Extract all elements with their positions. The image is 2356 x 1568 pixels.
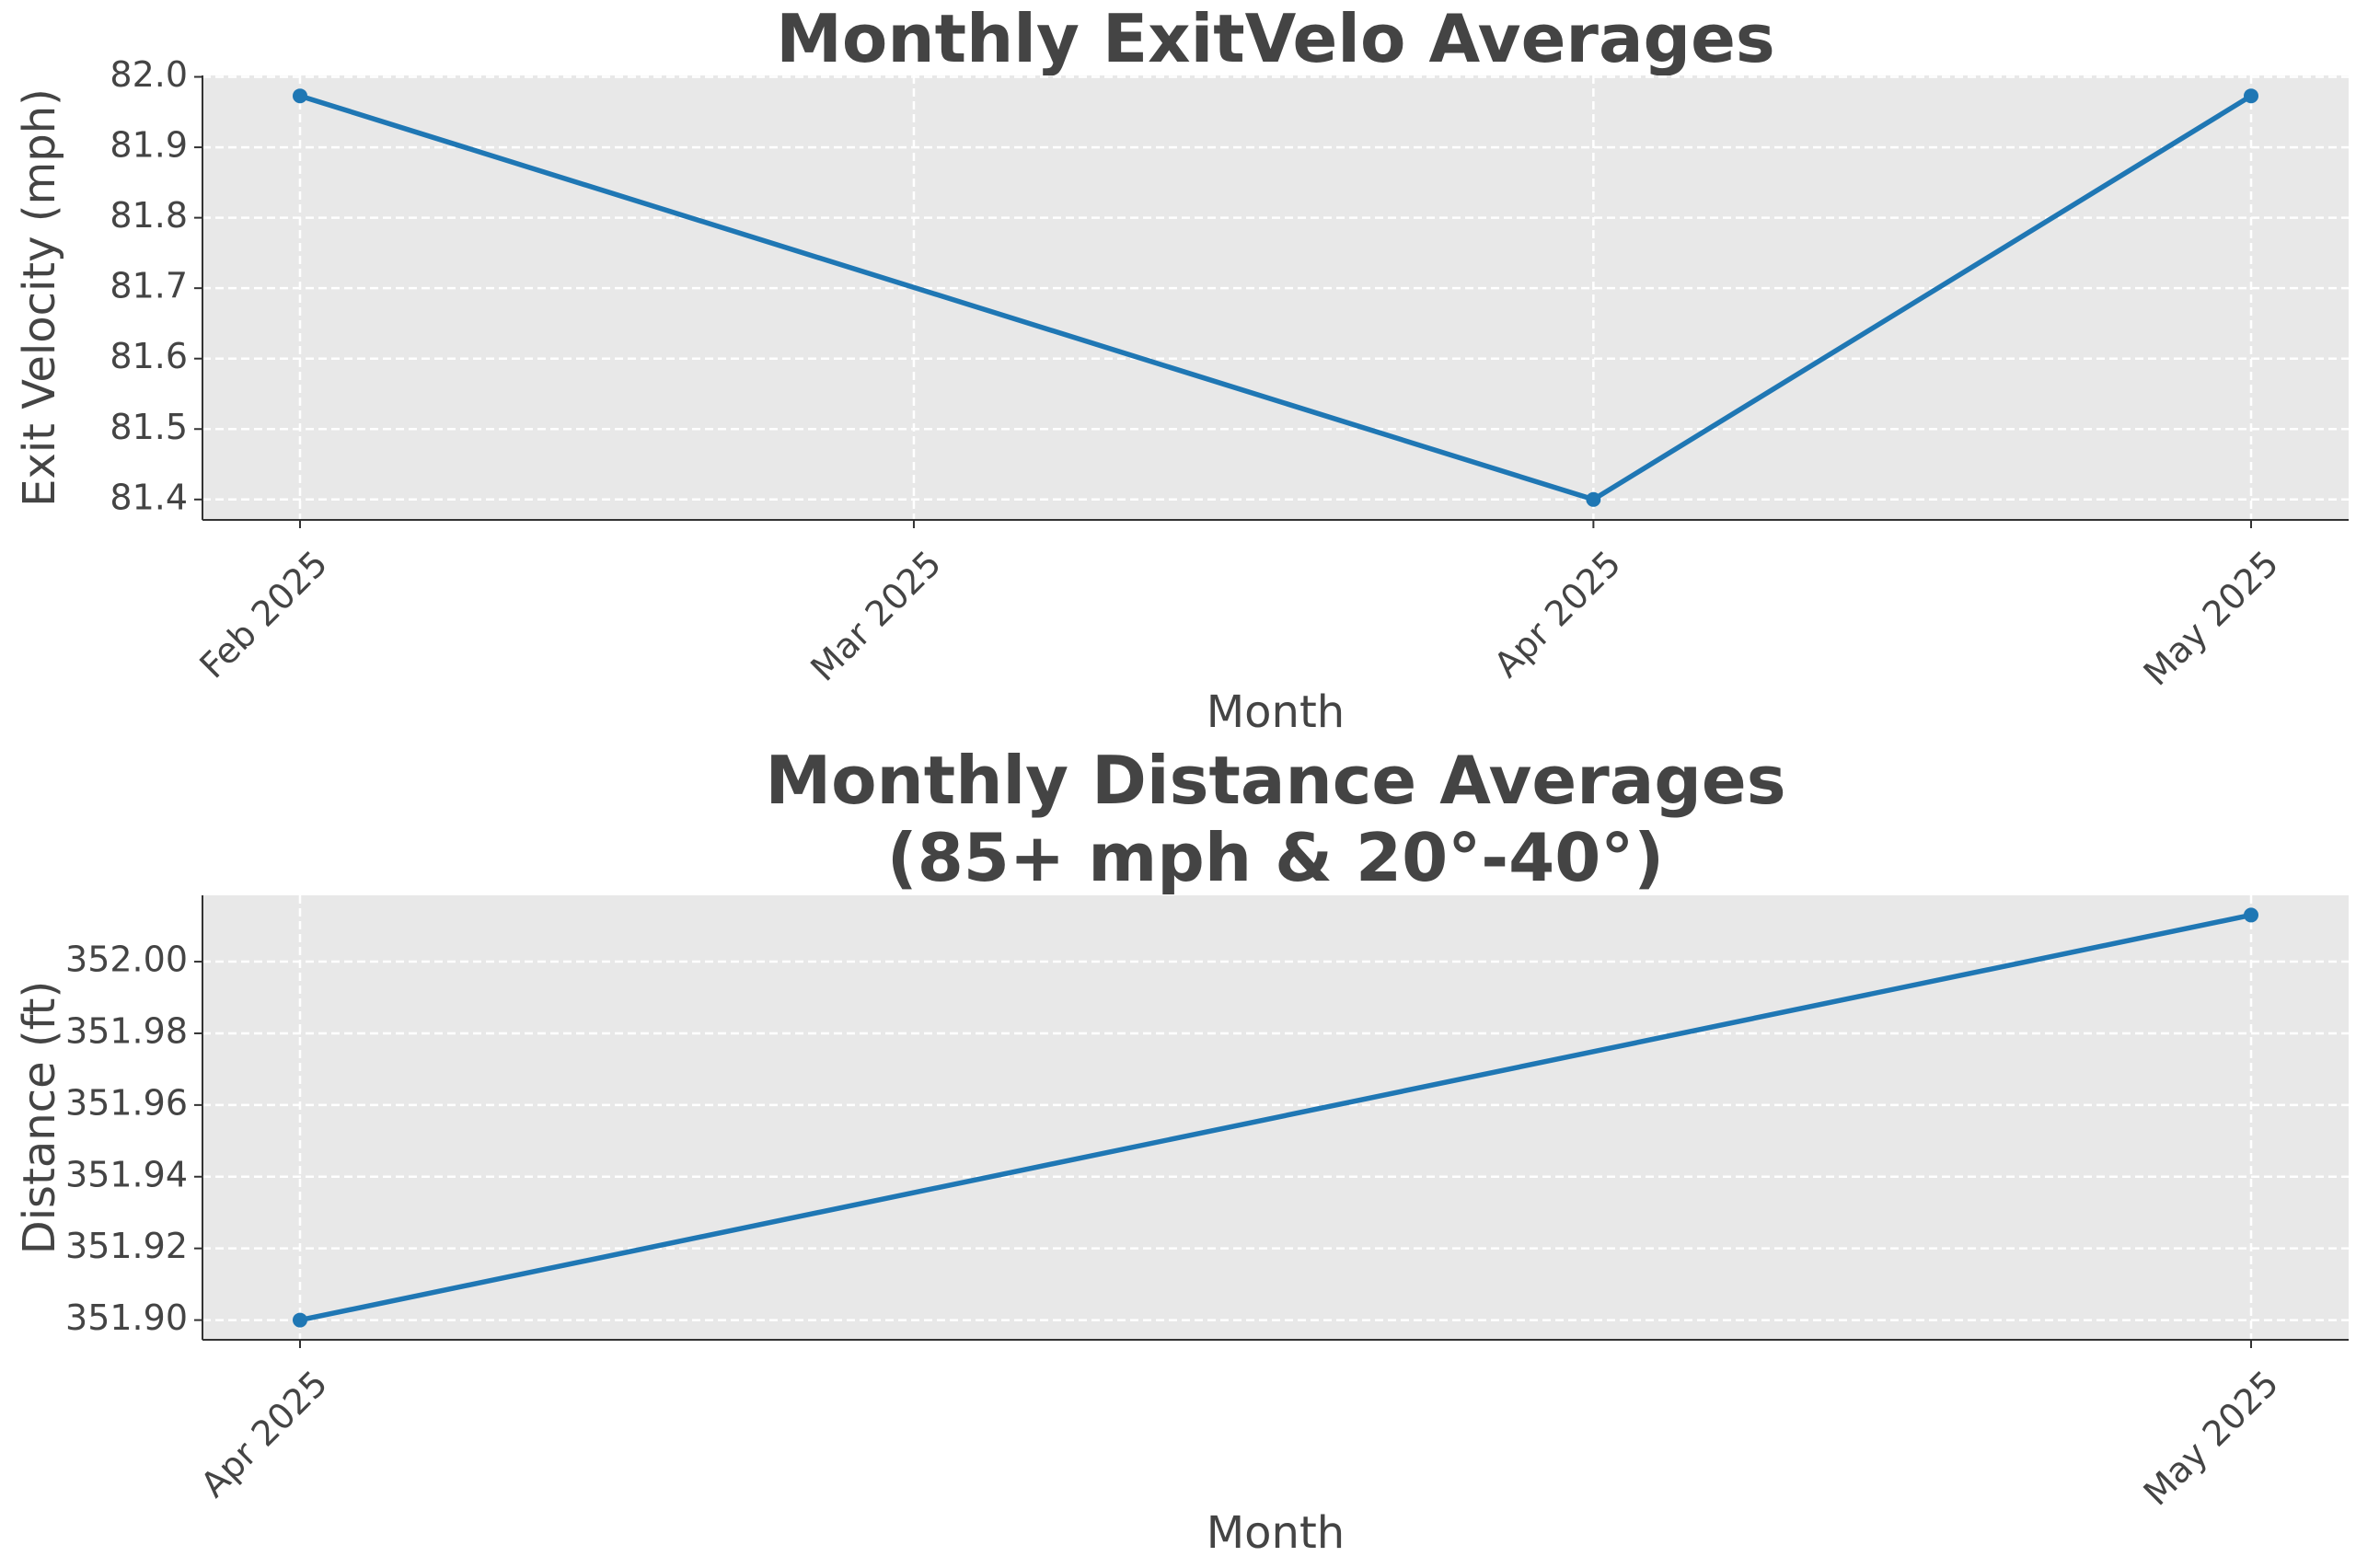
y-axis-label: Distance (ft) (14, 981, 65, 1254)
x-tick-label: May 2025 (2136, 1363, 2287, 1514)
x-axis-label: Month (1207, 1507, 1345, 1559)
x-tick-label: Feb 2025 (192, 543, 336, 686)
point (2244, 88, 2258, 104)
y-tick-label: 351.90 (65, 1297, 188, 1338)
y-tick-label: 81.5 (110, 407, 188, 447)
y-tick-label: 351.92 (65, 1226, 188, 1266)
x-tick-label: May 2025 (2136, 543, 2287, 694)
x-tick-label: Mar 2025 (803, 543, 949, 689)
y-tick-label: 351.96 (65, 1082, 188, 1123)
x-tick-label: Apr 2025 (1486, 543, 1629, 686)
y-tick-label: 81.9 (110, 125, 188, 166)
y-tick-label: 351.94 (65, 1154, 188, 1194)
x-axis-label: Month (1207, 686, 1345, 738)
plot-area (202, 75, 2349, 520)
point (293, 1312, 307, 1328)
y-tick-label: 81.4 (110, 477, 188, 517)
y-tick-label: 82.0 (110, 54, 188, 95)
point (2244, 907, 2258, 923)
y-axis-label: Exit Velocity (mph) (14, 88, 65, 507)
y-tick-label: 81.6 (110, 336, 188, 376)
chart-title: Monthly Distance Averages (85+ mph & 20°… (765, 742, 1786, 896)
x-tick-label: Apr 2025 (193, 1363, 336, 1505)
point (1586, 491, 1601, 507)
point (293, 88, 307, 104)
y-tick-label: 81.8 (110, 195, 188, 236)
y-tick-label: 81.7 (110, 266, 188, 306)
chart-title: Monthly ExitVelo Averages (776, 0, 1775, 77)
y-tick-label: 352.00 (65, 940, 188, 980)
y-tick-label: 351.98 (65, 1010, 188, 1051)
line (299, 912, 2252, 1323)
